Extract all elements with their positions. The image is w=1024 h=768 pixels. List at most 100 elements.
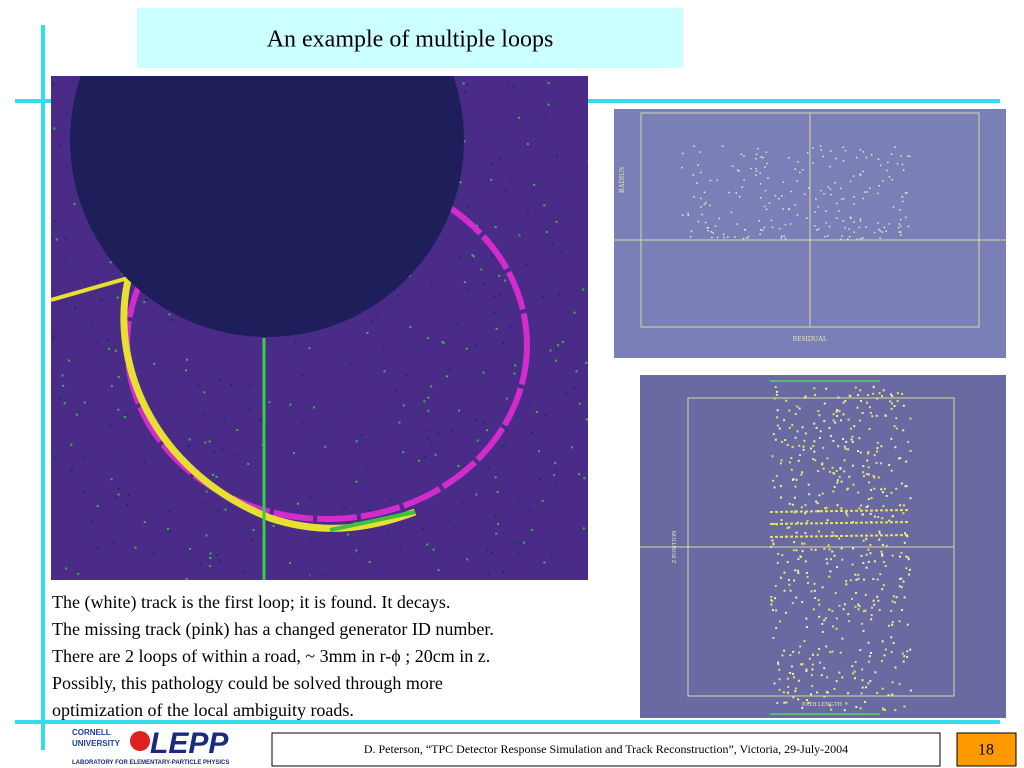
dot (768, 202, 771, 204)
dot (166, 527, 169, 530)
dot (573, 311, 576, 314)
dot (894, 446, 897, 449)
dot (795, 687, 798, 690)
dot (856, 406, 859, 409)
dot (755, 174, 757, 176)
dot (851, 563, 854, 566)
dot (851, 521, 854, 524)
dot (868, 406, 871, 409)
dot (355, 549, 358, 552)
dot (801, 707, 804, 710)
dot (907, 155, 909, 157)
dot (446, 505, 449, 508)
dot (390, 498, 393, 501)
dot (252, 528, 255, 531)
dot (208, 440, 211, 443)
dot (801, 550, 804, 553)
dot (368, 509, 371, 512)
dot (906, 192, 908, 194)
dot (551, 243, 554, 246)
dot (817, 530, 820, 533)
dot (862, 197, 864, 200)
dot (758, 220, 761, 222)
dot (869, 552, 872, 555)
dot (527, 401, 530, 404)
dot (223, 418, 226, 421)
dot (301, 420, 304, 423)
dot (831, 466, 834, 469)
dot (789, 654, 792, 657)
dot (891, 681, 894, 684)
dot (854, 386, 857, 389)
dot (301, 374, 304, 377)
dot (867, 452, 870, 455)
dot (770, 545, 773, 548)
dot (358, 551, 361, 554)
dot (830, 708, 833, 711)
dot (221, 449, 224, 452)
dot (859, 649, 862, 652)
dot (303, 444, 306, 447)
dot (718, 217, 720, 220)
dot (861, 622, 864, 625)
dot (882, 707, 885, 710)
dot (859, 389, 862, 392)
dot (807, 187, 810, 189)
dot (258, 530, 261, 533)
dot (507, 83, 510, 86)
dot (83, 401, 86, 404)
dot (586, 460, 588, 463)
dot (204, 441, 207, 444)
dot (526, 212, 529, 215)
dot (538, 450, 541, 453)
dot (801, 542, 804, 545)
dot (812, 458, 815, 461)
dot (843, 470, 846, 473)
dot (771, 226, 774, 229)
dot (772, 523, 775, 526)
dot (786, 561, 789, 564)
dot (881, 394, 884, 397)
dot (855, 156, 858, 159)
dot (826, 676, 829, 679)
dot (848, 235, 851, 238)
dot (427, 409, 430, 412)
dot (109, 424, 112, 427)
dot (872, 385, 875, 388)
dot (778, 427, 781, 430)
dot (787, 685, 790, 688)
body-line: optimization of the local ambiguity road… (52, 700, 354, 720)
dot (876, 595, 879, 598)
dot (818, 436, 821, 439)
dot (534, 117, 537, 120)
dot (876, 441, 879, 444)
dot (308, 441, 311, 444)
dot (100, 505, 103, 508)
dot (761, 229, 764, 232)
dot (548, 296, 551, 299)
dot (61, 223, 64, 226)
dot (535, 135, 538, 138)
dot (583, 477, 586, 480)
dot (233, 454, 236, 457)
dot (867, 548, 870, 551)
dot (409, 325, 412, 328)
dot (399, 379, 402, 382)
dot (697, 220, 700, 223)
dot (216, 553, 219, 556)
dot (453, 526, 456, 529)
dot (153, 362, 156, 365)
dot (808, 493, 811, 496)
dot (870, 154, 873, 156)
dot (805, 571, 808, 574)
dot (857, 577, 860, 580)
dot (799, 663, 802, 666)
dot (502, 85, 505, 88)
dot (846, 488, 849, 491)
dot (502, 570, 505, 573)
dot (459, 256, 462, 259)
dot (776, 701, 779, 704)
dot (774, 194, 777, 197)
dot (857, 449, 860, 452)
dot (879, 237, 881, 239)
